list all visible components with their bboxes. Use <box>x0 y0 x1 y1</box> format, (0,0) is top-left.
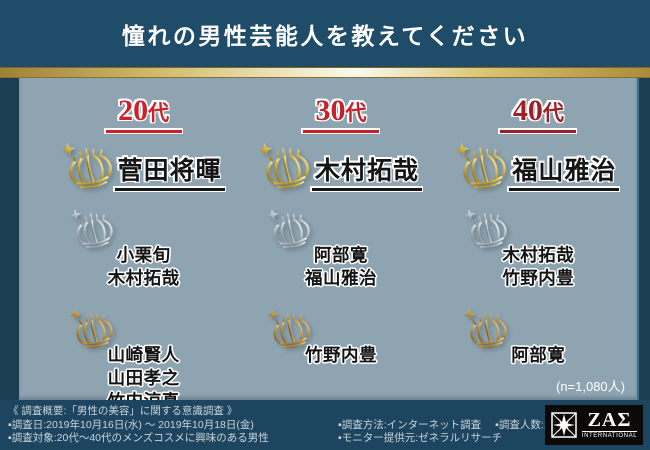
rank2-name: 木村拓哉 <box>502 245 575 265</box>
age-underline <box>500 130 577 133</box>
rank1-name: 福山雅治 <box>509 151 620 191</box>
rank1-name: 菅田将暉 <box>114 151 225 191</box>
rank1-row: 福山雅治 <box>453 133 620 205</box>
rank2-name: 福山雅治 <box>304 268 377 289</box>
page-title: 憧れの男性芸能人を教えてください <box>121 23 529 49</box>
company-logo: ZAΣ INTERNATIONAL <box>545 405 643 445</box>
logo-subtitle: INTERNATIONAL <box>581 430 638 439</box>
bronze-crown-icon <box>67 301 116 352</box>
age-column-20s: 20 代 菅田将暉 小栗旬 木村拓哉 山崎賢人 山田孝之 <box>45 88 242 413</box>
age-group-header-20s: 20 代 <box>105 94 182 133</box>
rank3-row: 阿部寛 <box>440 301 637 367</box>
rank2-row: 木村拓哉 竹野内豊 <box>440 201 637 305</box>
rank3-name: 阿部寛 <box>511 345 566 365</box>
age-group-header-40s: 40 代 <box>500 94 577 133</box>
survey-method: ▪調査方法:インターネット調査 <box>338 418 482 431</box>
gold-crown-icon <box>453 133 510 194</box>
age-suffix: 代 <box>148 101 170 125</box>
rank3-name: 山田孝之 <box>107 368 180 389</box>
age-column-40s: 40 代 福山雅治 木村拓哉 竹野内豊 阿部寛 <box>440 88 637 413</box>
title-bar: 憧れの男性芸能人を教えてください <box>0 0 650 67</box>
rank1-row: 菅田将暉 <box>58 133 225 205</box>
rank2-name: 竹野内豊 <box>502 268 575 289</box>
sample-size-label: (n=1,080人) <box>555 379 625 394</box>
frame-highlight <box>637 78 639 400</box>
age-column-30s: 30 代 木村拓哉 阿部寛 福山雅治 竹野内豊 <box>242 88 439 413</box>
gold-crown-icon <box>256 133 313 194</box>
rank2-row: 小栗旬 木村拓哉 <box>45 201 242 305</box>
survey-details-footer: 《 調査概要:「男性の美容」に関する意識調査 》 ▪調査日:2019年10月16… <box>0 400 650 450</box>
silver-crown-icon <box>67 201 116 252</box>
rank2-name: 阿部寛 <box>313 245 368 265</box>
rank3-row: 山崎賢人 山田孝之 竹内涼真 <box>45 301 242 413</box>
age-group-header-30s: 30 代 <box>302 94 379 133</box>
silver-crown-icon <box>264 201 313 252</box>
age-suffix: 代 <box>542 101 564 125</box>
survey-date: ▪調査日:2019年10月16日(水) ～ 2019年10月18日(金) <box>8 418 254 431</box>
rank2-name: 木村拓哉 <box>107 268 180 289</box>
rank2-names: 阿部寛 福山雅治 <box>242 244 439 290</box>
rank3-name: 山崎賢人 <box>107 345 180 365</box>
logo-name: ZAΣ <box>587 408 632 431</box>
survey-target: ▪調査対象:20代～40代のメンズコスメに興味のある男性 <box>8 432 269 445</box>
gold-crown-icon <box>58 133 115 194</box>
bronze-crown-icon <box>462 301 510 352</box>
silver-crown-icon <box>462 201 510 252</box>
rank3-name: 竹野内豊 <box>304 345 377 365</box>
rank2-names: 木村拓哉 竹野内豊 <box>440 244 637 290</box>
age-number: 40 <box>512 94 543 127</box>
age-underline <box>302 130 379 133</box>
rank3-names: 阿部寛 <box>440 344 637 367</box>
rank3-row: 竹野内豊 <box>242 301 439 367</box>
ranking-panel: 20 代 菅田将暉 小栗旬 木村拓哉 山崎賢人 山田孝之 <box>19 78 637 411</box>
rank1-row: 木村拓哉 <box>256 133 422 205</box>
age-number: 20 <box>118 94 149 127</box>
rank1-name: 木村拓哉 <box>311 151 422 191</box>
age-number: 30 <box>315 94 346 127</box>
rank3-names: 竹野内豊 <box>242 344 439 367</box>
survey-details-row-2: ▪調査対象:20代～40代のメンズコスメに興味のある男性 ▪モニター提供元:ゼネ… <box>8 432 642 446</box>
rank2-names: 小栗旬 木村拓哉 <box>45 244 242 290</box>
bronze-crown-icon <box>264 301 313 352</box>
rank2-name: 小栗旬 <box>116 245 171 265</box>
age-underline <box>105 130 182 133</box>
gold-divider <box>0 67 650 78</box>
rank2-row: 阿部寛 福山雅治 <box>242 201 439 305</box>
survey-provider: ▪モニター提供元:ゼネラルリサーチ <box>338 432 503 445</box>
logo-text: ZAΣ INTERNATIONAL <box>581 408 638 441</box>
age-suffix: 代 <box>345 101 367 125</box>
starburst-icon <box>551 412 577 438</box>
survey-overview-heading: 《 調査概要:「男性の美容」に関する意識調査 》 <box>8 405 238 417</box>
